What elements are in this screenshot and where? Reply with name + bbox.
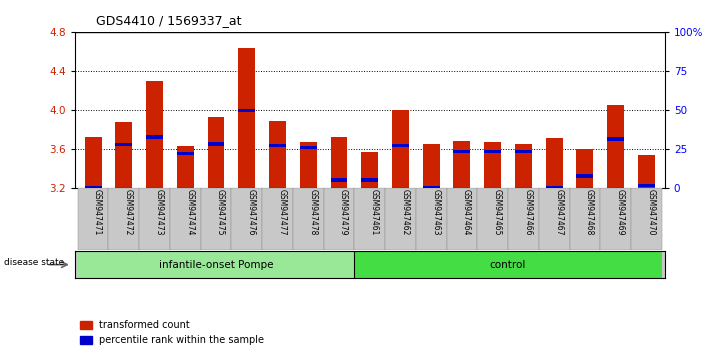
Bar [77,188,109,250]
Bar [146,81,163,188]
Bar [300,146,316,149]
Text: GSM947462: GSM947462 [400,189,410,236]
Bar [600,188,631,250]
Bar [607,137,624,141]
Bar [508,188,539,250]
Text: GSM947476: GSM947476 [247,189,256,236]
Text: GSM947475: GSM947475 [216,189,225,236]
Bar [208,116,225,188]
Bar [85,186,102,189]
Text: GSM947465: GSM947465 [493,189,502,236]
Bar [354,188,385,250]
Bar [293,188,324,250]
Text: GSM947471: GSM947471 [93,189,102,236]
Bar [477,188,508,250]
Text: GSM947477: GSM947477 [277,189,287,236]
Bar [638,184,655,187]
Bar [484,142,501,188]
Bar [139,188,170,250]
Text: GSM947468: GSM947468 [585,189,594,236]
Text: GSM947478: GSM947478 [309,189,317,236]
Bar [361,152,378,188]
Text: GSM947479: GSM947479 [339,189,348,236]
Bar [545,138,562,188]
Text: GSM947470: GSM947470 [646,189,656,236]
Text: disease state: disease state [4,258,64,267]
Bar [177,152,194,155]
Text: infantile-onset Pompe: infantile-onset Pompe [159,259,273,270]
Bar [607,105,624,188]
Bar [515,150,532,153]
Bar [208,142,225,145]
Text: GSM947461: GSM947461 [370,189,379,236]
Text: GSM947469: GSM947469 [616,189,624,236]
Bar [238,109,255,113]
Bar [238,48,255,188]
Bar [269,121,286,188]
Bar [331,137,348,188]
Bar [269,144,286,148]
Bar [392,144,409,148]
Text: GSM947466: GSM947466 [523,189,533,236]
Bar [577,149,593,188]
Bar [361,178,378,182]
Bar [77,251,354,278]
Bar [570,188,600,250]
Bar [577,174,593,178]
Text: control: control [490,259,526,270]
Bar [201,188,231,250]
Bar [231,188,262,250]
Text: GSM947473: GSM947473 [154,189,164,236]
Bar [385,188,416,250]
Legend: transformed count, percentile rank within the sample: transformed count, percentile rank withi… [76,316,268,349]
Bar [115,122,132,188]
Bar [146,135,163,139]
Text: GSM947472: GSM947472 [124,189,133,236]
Bar [638,155,655,188]
Bar [454,141,471,188]
Bar [170,188,201,250]
Text: GSM947467: GSM947467 [554,189,563,236]
Text: GDS4410 / 1569337_at: GDS4410 / 1569337_at [96,14,242,27]
Bar [447,188,477,250]
Bar [85,137,102,188]
Bar [392,110,409,188]
Text: GSM947463: GSM947463 [431,189,440,236]
Bar [423,144,439,188]
Bar [515,144,532,188]
Bar [300,142,316,188]
Text: GSM947474: GSM947474 [186,189,194,236]
Bar [331,178,348,182]
Bar [631,188,662,250]
Bar [262,188,293,250]
Bar [354,251,662,278]
Bar [454,150,471,153]
Bar [423,186,439,189]
Bar [324,188,354,250]
Text: GSM947464: GSM947464 [462,189,471,236]
Bar [484,150,501,153]
Bar [109,188,139,250]
Bar [539,188,570,250]
Bar [115,143,132,147]
Bar [177,146,194,188]
Bar [416,188,447,250]
Bar [545,186,562,189]
